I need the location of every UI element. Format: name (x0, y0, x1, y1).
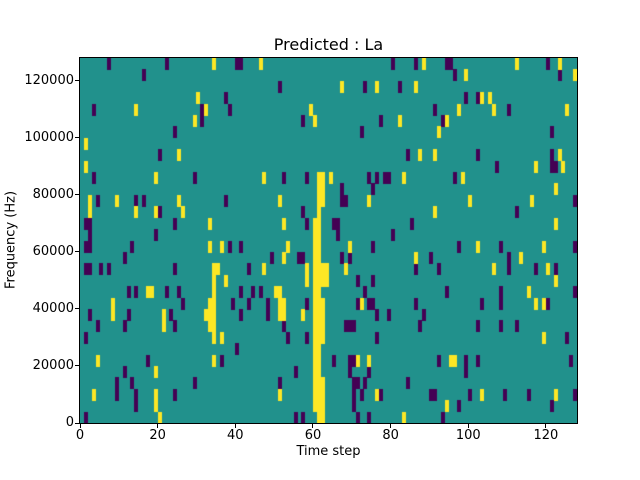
y-tick-label: 0 (65, 415, 74, 430)
y-tick (75, 308, 79, 310)
y-tick-label: 40000 (32, 300, 74, 316)
chart-title: Predicted : La (273, 35, 384, 54)
y-tick (75, 422, 79, 424)
x-tick (467, 424, 469, 428)
x-tick-label: 60 (304, 428, 322, 443)
x-tick (79, 424, 81, 428)
y-tick-label: 20000 (32, 357, 74, 373)
y-tick (75, 365, 79, 367)
x-tick-label: 40 (227, 428, 244, 443)
y-tick-label: 80000 (32, 186, 74, 202)
y-axis-label: Frequency (Hz) (3, 190, 19, 290)
x-tick (390, 424, 392, 428)
x-tick-label: 80 (382, 428, 399, 443)
x-tick (234, 424, 236, 428)
x-tick (157, 424, 159, 428)
x-tick-label: 20 (149, 428, 166, 443)
x-tick (312, 424, 314, 428)
y-tick (75, 80, 79, 82)
y-tick-label: 60000 (32, 243, 74, 259)
x-tick (545, 424, 547, 428)
x-tick-label: 100 (455, 428, 481, 443)
y-tick (75, 251, 79, 253)
y-tick (75, 137, 79, 139)
x-axis-label: Time step (296, 444, 361, 459)
y-tick (75, 194, 79, 196)
heatmap-canvas (80, 58, 577, 423)
y-tick-label: 120000 (24, 72, 74, 88)
plot-area (79, 57, 578, 424)
x-tick-label: 0 (75, 428, 85, 443)
x-tick-label: 120 (533, 428, 559, 443)
y-tick-label: 100000 (24, 129, 74, 145)
